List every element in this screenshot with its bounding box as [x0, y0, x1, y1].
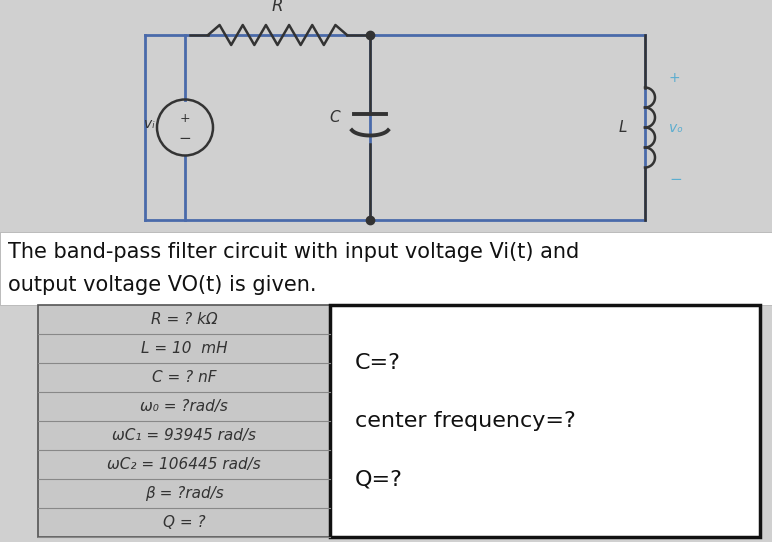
Text: C = ? nF: C = ? nF: [152, 370, 216, 385]
Text: The band-pass filter circuit with input voltage Vi(t) and: The band-pass filter circuit with input …: [8, 242, 579, 262]
Text: R = ? kΩ: R = ? kΩ: [151, 312, 217, 327]
Text: Q = ?: Q = ?: [163, 515, 205, 530]
Text: −: −: [178, 131, 191, 146]
FancyBboxPatch shape: [38, 305, 330, 537]
Text: center frequency=?: center frequency=?: [355, 411, 576, 431]
Text: ω₀ = ?rad/s: ω₀ = ?rad/s: [140, 399, 228, 414]
FancyBboxPatch shape: [0, 232, 772, 305]
Text: output voltage VO(t) is given.: output voltage VO(t) is given.: [8, 275, 317, 294]
Text: +: +: [180, 112, 191, 125]
Text: −: −: [669, 172, 682, 187]
Text: Q=?: Q=?: [355, 469, 403, 489]
Text: L: L: [618, 120, 627, 135]
Text: vₒ: vₒ: [669, 120, 683, 134]
Text: +: +: [669, 70, 681, 85]
Text: ωC₂ = 106445 rad/s: ωC₂ = 106445 rad/s: [107, 457, 261, 472]
Text: C: C: [330, 110, 340, 125]
Text: ωC₁ = 93945 rad/s: ωC₁ = 93945 rad/s: [112, 428, 256, 443]
Text: β = ?rad/s: β = ?rad/s: [144, 486, 223, 501]
Text: L = 10  mH: L = 10 mH: [141, 341, 227, 356]
Text: R: R: [272, 0, 283, 15]
FancyBboxPatch shape: [330, 305, 760, 537]
Text: C=?: C=?: [355, 353, 401, 373]
Text: vᵢ: vᵢ: [144, 117, 154, 131]
